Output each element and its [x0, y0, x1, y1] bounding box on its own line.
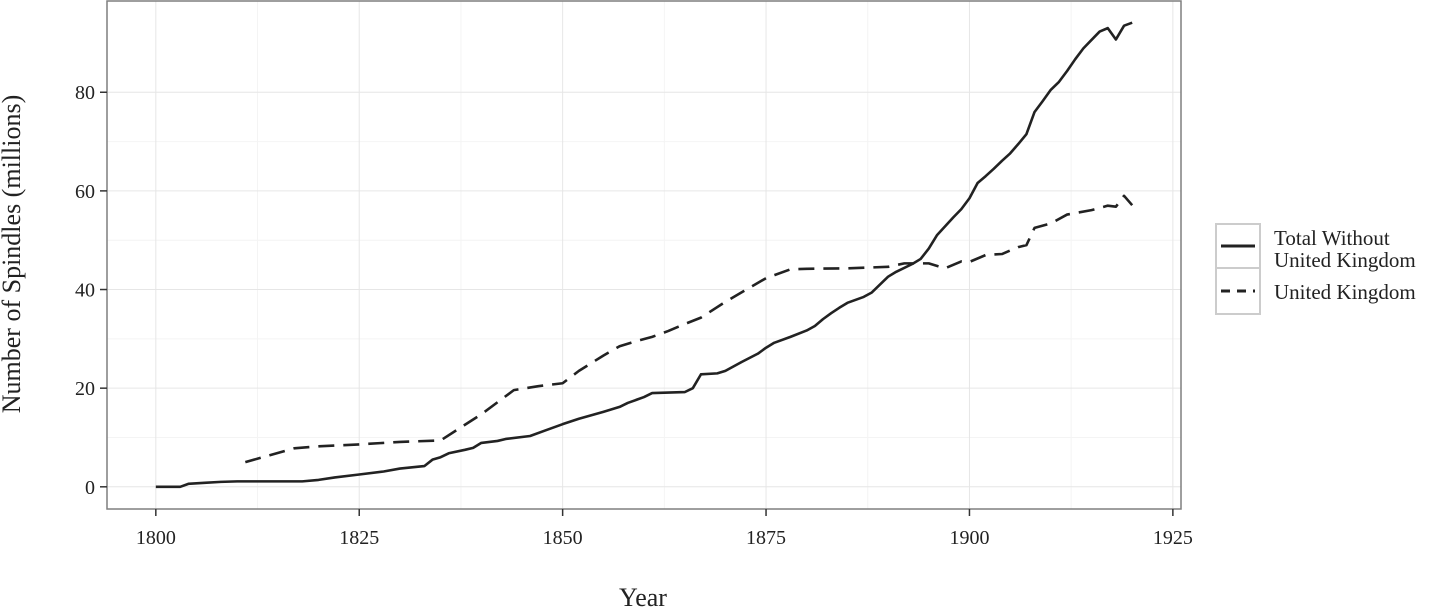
x-tick-label: 1925 [1153, 527, 1193, 549]
x-axis: 1800 1825 1850 1875 1900 1925 [136, 509, 1193, 549]
legend: Total Without United Kingdom United King… [1215, 223, 1416, 315]
x-axis-title: Year [619, 583, 667, 609]
legend-label-total-line2: United Kingdom [1274, 248, 1416, 272]
y-tick-label: 40 [75, 280, 95, 302]
x-tick-label: 1900 [949, 527, 989, 549]
grid-major [107, 1, 1181, 509]
y-tick-label: 80 [75, 82, 95, 104]
series-layer [155, 21, 1134, 489]
y-tick-label: 20 [75, 378, 95, 400]
x-tick-label: 1850 [543, 527, 583, 549]
series-line-united-kingdom [244, 194, 1134, 464]
y-axis-title: Number of Spindles (millions) [0, 95, 26, 413]
series-line-total-without-uk [155, 21, 1133, 489]
y-tick-label: 0 [85, 477, 95, 499]
legend-label-uk: United Kingdom [1274, 280, 1416, 304]
legend-label-total-line1: Total Without [1274, 226, 1390, 250]
x-tick-label: 1800 [136, 527, 176, 549]
x-tick-label: 1825 [339, 527, 379, 549]
plot-border [106, 0, 1182, 510]
y-axis: 0 20 40 60 80 [75, 82, 107, 499]
y-tick-label: 60 [75, 181, 95, 203]
plot-panel [107, 1, 1181, 509]
legend-label-total: Total Without United Kingdom [1274, 226, 1416, 272]
x-tick-label: 1875 [746, 527, 786, 549]
